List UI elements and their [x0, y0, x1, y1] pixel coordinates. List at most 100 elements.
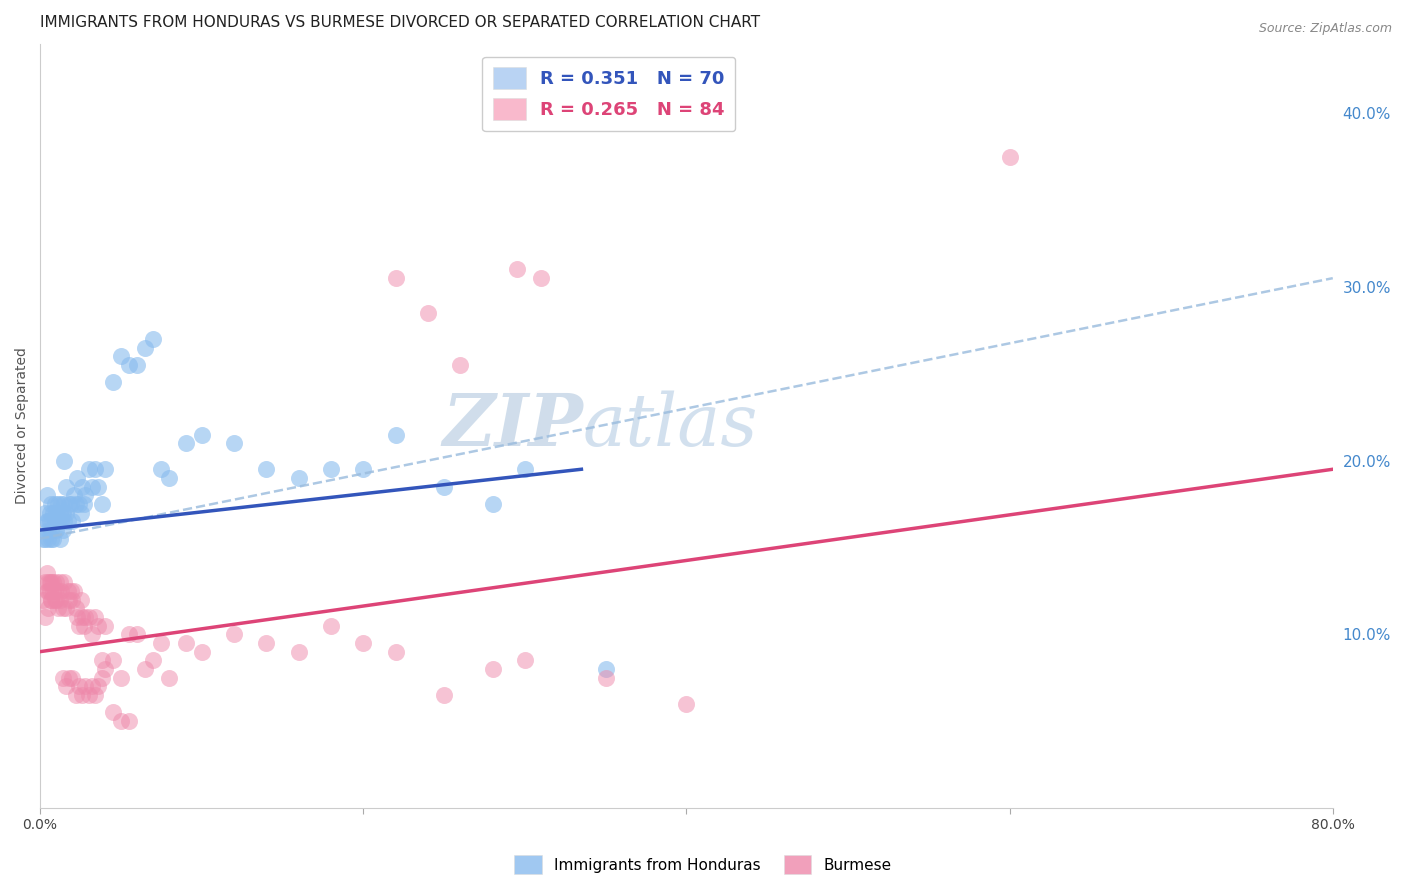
Point [416, 306, 439, 320]
Y-axis label: Divorced or Separated: Divorced or Separated [15, 347, 30, 504]
Point [87, 480, 110, 494]
Point [70, 610, 93, 624]
Point [80, 627, 103, 641]
Legend: Immigrants from Honduras, Burmese: Immigrants from Honduras, Burmese [509, 849, 897, 880]
Point [44, 583, 66, 598]
Point [38, 575, 60, 590]
Point [118, 358, 141, 372]
Point [77, 462, 100, 476]
Point [125, 627, 148, 641]
Point [75, 610, 97, 624]
Point [157, 671, 180, 685]
Point [55, 480, 77, 494]
Point [433, 480, 456, 494]
Point [90, 671, 112, 685]
Point [190, 427, 212, 442]
Point [190, 645, 212, 659]
Point [32, 592, 55, 607]
Point [63, 583, 86, 598]
Point [77, 610, 100, 624]
Point [44, 497, 66, 511]
Point [93, 618, 115, 632]
Point [38, 506, 60, 520]
Legend: R = 0.351   N = 70, R = 0.265   N = 84: R = 0.351 N = 70, R = 0.265 N = 84 [482, 56, 735, 131]
Point [150, 462, 173, 476]
Point [35, 514, 58, 528]
Point [62, 671, 84, 685]
Point [45, 592, 67, 607]
Point [37, 514, 59, 528]
Point [142, 653, 165, 667]
Point [69, 506, 91, 520]
Point [530, 271, 553, 285]
Text: ZIP: ZIP [441, 391, 583, 461]
Point [998, 150, 1021, 164]
Point [80, 679, 103, 693]
Point [101, 706, 124, 720]
Point [254, 462, 277, 476]
Point [384, 271, 406, 285]
Point [34, 610, 56, 624]
Point [287, 645, 309, 659]
Point [48, 506, 70, 520]
Point [69, 592, 91, 607]
Point [75, 488, 97, 502]
Point [35, 566, 58, 581]
Point [174, 636, 197, 650]
Point [87, 679, 110, 693]
Point [449, 358, 471, 372]
Point [32, 532, 55, 546]
Point [35, 583, 58, 598]
Text: Source: ZipAtlas.com: Source: ZipAtlas.com [1258, 22, 1392, 36]
Point [41, 532, 63, 546]
Point [59, 583, 82, 598]
Point [44, 514, 66, 528]
Point [125, 358, 148, 372]
Point [157, 471, 180, 485]
Point [73, 497, 96, 511]
Text: IMMIGRANTS FROM HONDURAS VS BURMESE DIVORCED OR SEPARATED CORRELATION CHART: IMMIGRANTS FROM HONDURAS VS BURMESE DIVO… [41, 15, 761, 30]
Point [595, 662, 617, 676]
Point [34, 575, 56, 590]
Point [254, 636, 277, 650]
Point [45, 523, 67, 537]
Point [150, 636, 173, 650]
Point [384, 427, 406, 442]
Point [42, 532, 65, 546]
Point [63, 488, 86, 502]
Point [37, 583, 59, 598]
Point [49, 514, 72, 528]
Point [53, 497, 76, 511]
Point [90, 497, 112, 511]
Point [110, 714, 132, 728]
Point [49, 583, 72, 598]
Point [58, 497, 80, 511]
Point [67, 679, 90, 693]
Point [37, 575, 59, 590]
Point [675, 697, 697, 711]
Point [34, 532, 56, 546]
Point [42, 583, 65, 598]
Point [49, 497, 72, 511]
Point [287, 471, 309, 485]
Point [42, 575, 65, 590]
Text: atlas: atlas [583, 391, 758, 461]
Point [53, 575, 76, 590]
Point [84, 688, 107, 702]
Point [46, 583, 69, 598]
Point [58, 592, 80, 607]
Point [41, 592, 63, 607]
Point [101, 376, 124, 390]
Point [73, 618, 96, 632]
Point [222, 627, 245, 641]
Point [65, 688, 87, 702]
Point [319, 618, 342, 632]
Point [52, 523, 75, 537]
Point [45, 575, 67, 590]
Point [595, 671, 617, 685]
Point [67, 497, 90, 511]
Point [319, 462, 342, 476]
Point [41, 523, 63, 537]
Point [513, 653, 536, 667]
Point [66, 610, 89, 624]
